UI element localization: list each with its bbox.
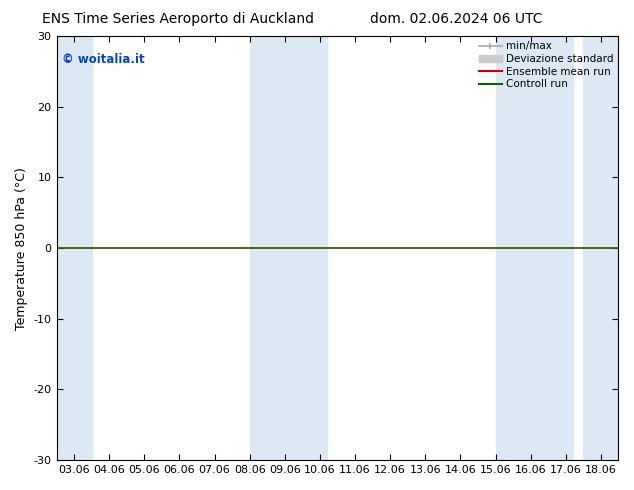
Text: © woitalia.it: © woitalia.it [62,53,145,66]
Legend: min/max, Deviazione standard, Ensemble mean run, Controll run: min/max, Deviazione standard, Ensemble m… [477,39,616,91]
Bar [250,36,327,460]
Bar [56,36,92,460]
Y-axis label: Temperature 850 hPa (°C): Temperature 850 hPa (°C) [15,167,28,330]
Text: dom. 02.06.2024 06 UTC: dom. 02.06.2024 06 UTC [370,12,543,26]
Text: ENS Time Series Aeroporto di Auckland: ENS Time Series Aeroporto di Auckland [41,12,314,26]
Bar [496,36,573,460]
Bar [583,36,619,460]
